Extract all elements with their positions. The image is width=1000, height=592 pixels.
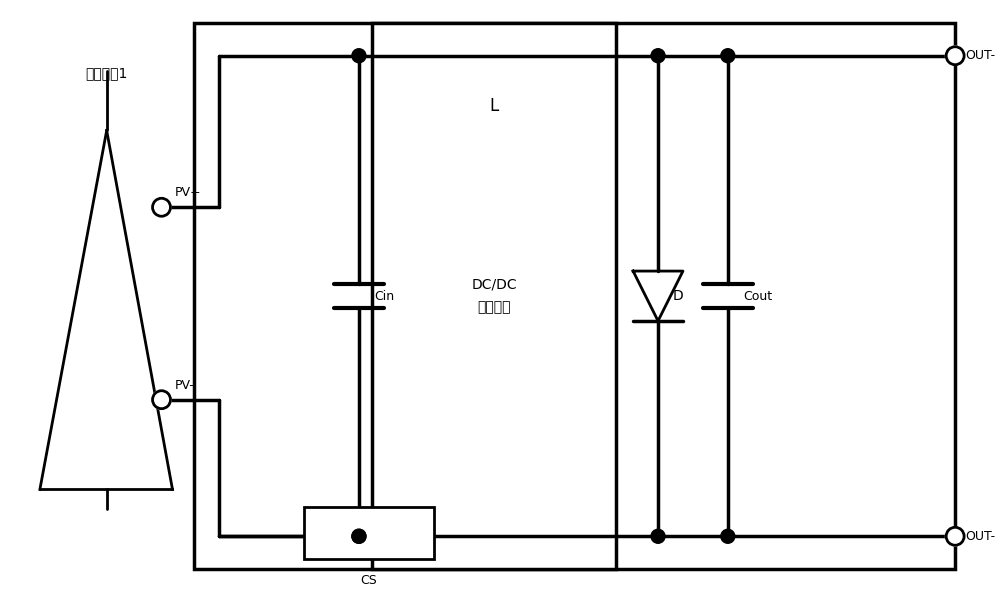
- Circle shape: [651, 529, 665, 543]
- Circle shape: [352, 529, 366, 543]
- Text: L: L: [489, 96, 499, 115]
- Circle shape: [352, 529, 366, 543]
- Text: CS: CS: [361, 574, 377, 587]
- Text: PV-: PV-: [174, 379, 194, 392]
- Circle shape: [153, 198, 170, 216]
- Text: OUT-: OUT-: [965, 530, 995, 543]
- Text: DC/DC
转换电路: DC/DC 转换电路: [471, 278, 517, 314]
- Text: 光伏组件1: 光伏组件1: [85, 67, 127, 81]
- Text: D: D: [673, 289, 684, 303]
- Text: PV+: PV+: [174, 186, 201, 200]
- Circle shape: [946, 47, 964, 65]
- Bar: [194, 23, 955, 569]
- Bar: [372, 23, 616, 569]
- Circle shape: [721, 49, 735, 63]
- Circle shape: [352, 49, 366, 63]
- Text: Cin: Cin: [374, 289, 394, 303]
- Bar: [304, 507, 434, 559]
- Text: Cout: Cout: [743, 289, 772, 303]
- Circle shape: [946, 527, 964, 545]
- Circle shape: [153, 391, 170, 408]
- Circle shape: [721, 529, 735, 543]
- Text: OUT-: OUT-: [965, 49, 995, 62]
- Circle shape: [651, 49, 665, 63]
